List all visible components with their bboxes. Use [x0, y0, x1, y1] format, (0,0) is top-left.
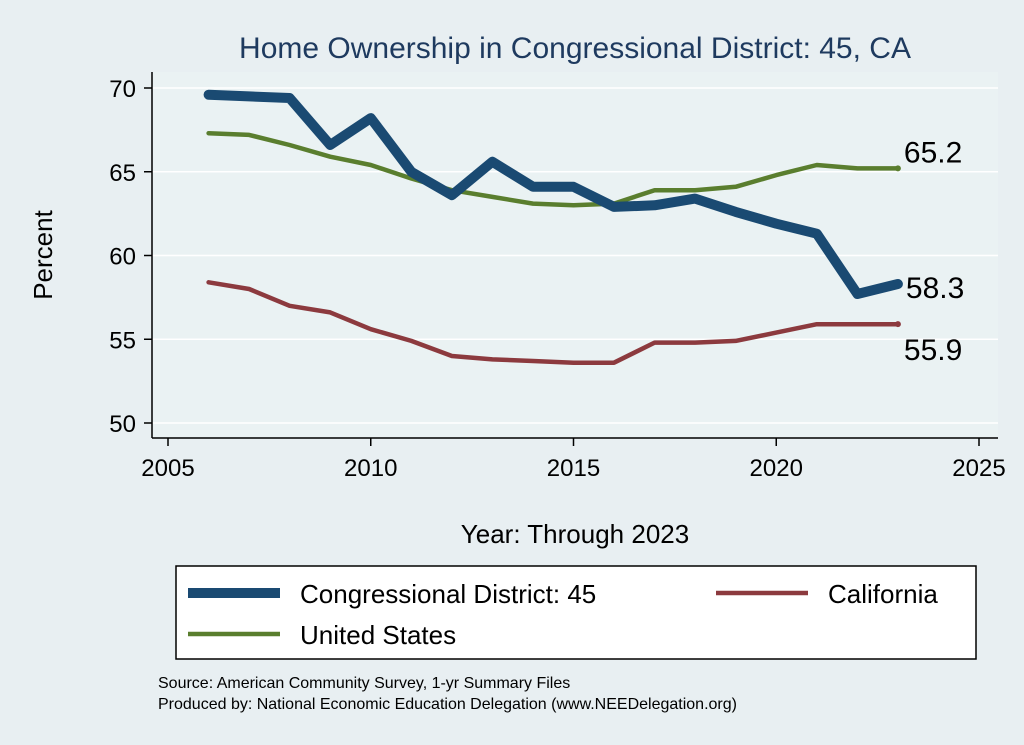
legend-label: California	[828, 579, 938, 609]
end-labels: 55.9 65.2 58.3	[904, 136, 964, 367]
series-end-point	[894, 321, 901, 328]
grid	[152, 87, 998, 424]
y-tick-label: 55	[109, 327, 136, 354]
chart-title: Home Ownership in Congressional District…	[239, 32, 911, 65]
x-tick-label: 2015	[547, 455, 600, 482]
series-end-label: 65.2	[904, 136, 962, 169]
legend-label: Congressional District: 45	[300, 579, 596, 609]
y-tick-label: 50	[109, 411, 136, 438]
legend-box	[175, 565, 977, 660]
ticks: 50 55 60 65 70 2005 2010 2015 2020 2025	[109, 76, 1005, 482]
x-tick-label: 2010	[344, 455, 397, 482]
series-end-point	[894, 165, 901, 172]
produced-by-line: Produced by: National Economic Education…	[158, 696, 737, 713]
x-tick-label: 2025	[952, 455, 1005, 482]
y-tick-label: 70	[109, 76, 136, 103]
series-line-district	[203, 89, 903, 299]
series-line-california	[206, 280, 901, 365]
series-end-point	[893, 279, 902, 288]
series-end-label: 58.3	[906, 272, 964, 305]
y-tick-label: 60	[109, 244, 136, 271]
y-tick-label: 65	[109, 160, 136, 187]
x-tick-label: 2005	[141, 455, 194, 482]
x-axis-label: Year: Through 2023	[461, 519, 689, 549]
series-line-united-states	[206, 130, 901, 208]
y-axis-label: Percent	[28, 209, 58, 299]
legend: Congressional District: 45 California Unit…	[175, 565, 977, 660]
legend-entries: Congressional District: 45 California Unit…	[188, 579, 938, 650]
series-end-label: 55.9	[904, 334, 962, 367]
legend-label: United States	[300, 620, 456, 650]
source-line: Source: American Community Survey, 1-yr …	[158, 675, 570, 692]
x-tick-label: 2020	[750, 455, 803, 482]
series-lines	[203, 89, 903, 365]
